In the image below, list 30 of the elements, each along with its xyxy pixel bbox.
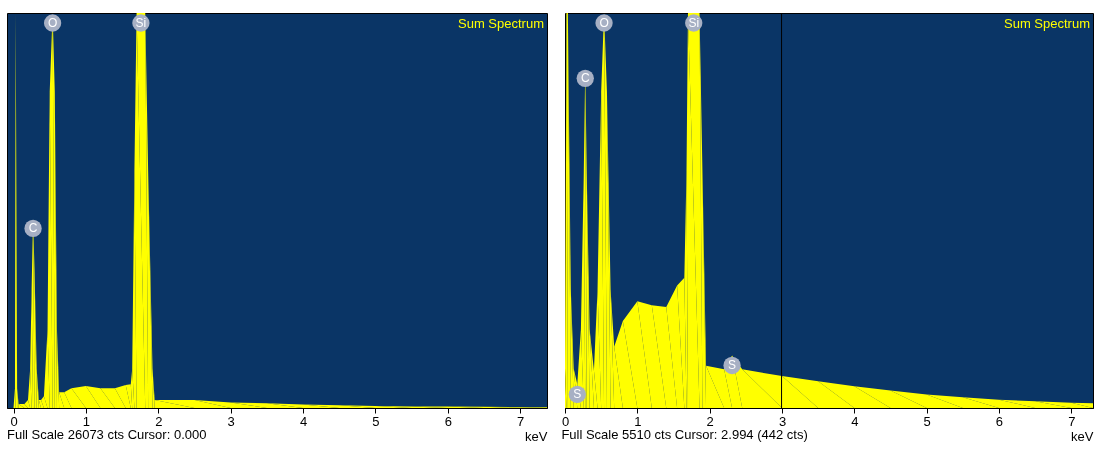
x-tick-label: 6 xyxy=(995,413,1004,429)
x-tick-label: 6 xyxy=(444,413,452,429)
x-tick-label: 4 xyxy=(299,413,308,429)
x-axis-title: keV xyxy=(525,428,548,444)
x-tick-label: 1 xyxy=(634,413,642,429)
annotation: O xyxy=(47,16,58,30)
x-tick-label: 2 xyxy=(155,413,163,429)
x-tick-label: 7 xyxy=(517,413,525,429)
annotation: Si xyxy=(688,16,700,30)
x-tick-label: 5 xyxy=(372,413,380,429)
x-tick-label: 1 xyxy=(82,413,91,429)
x-tick-label: 4 xyxy=(851,413,859,429)
annotation: C xyxy=(580,71,590,86)
chart-title: Sum Spectrum xyxy=(1004,16,1090,31)
x-axis-title: keV xyxy=(1071,428,1094,444)
text: Full Scale 26073 cts Cursor: 0.000 xyxy=(7,427,207,442)
annotation: S xyxy=(728,358,737,373)
text: Full Scale 5510 cts Cursor: 2.994 (442 cts) xyxy=(561,427,808,442)
x-tick-label: 3 xyxy=(778,413,787,429)
annotation: S xyxy=(573,387,582,402)
x-tick-label: 0 xyxy=(561,413,570,429)
x-tick-label: 3 xyxy=(227,413,235,429)
x-tick-label: 2 xyxy=(706,413,714,429)
x-tick-label: 5 xyxy=(923,413,931,429)
annotation: Si xyxy=(135,16,147,30)
annotation: C xyxy=(28,221,38,236)
annotation: O xyxy=(599,16,609,30)
x-tick-label: 0 xyxy=(10,413,18,429)
chart-title: Sum Spectrum xyxy=(458,16,544,31)
x-tick-label: 7 xyxy=(1068,413,1076,429)
